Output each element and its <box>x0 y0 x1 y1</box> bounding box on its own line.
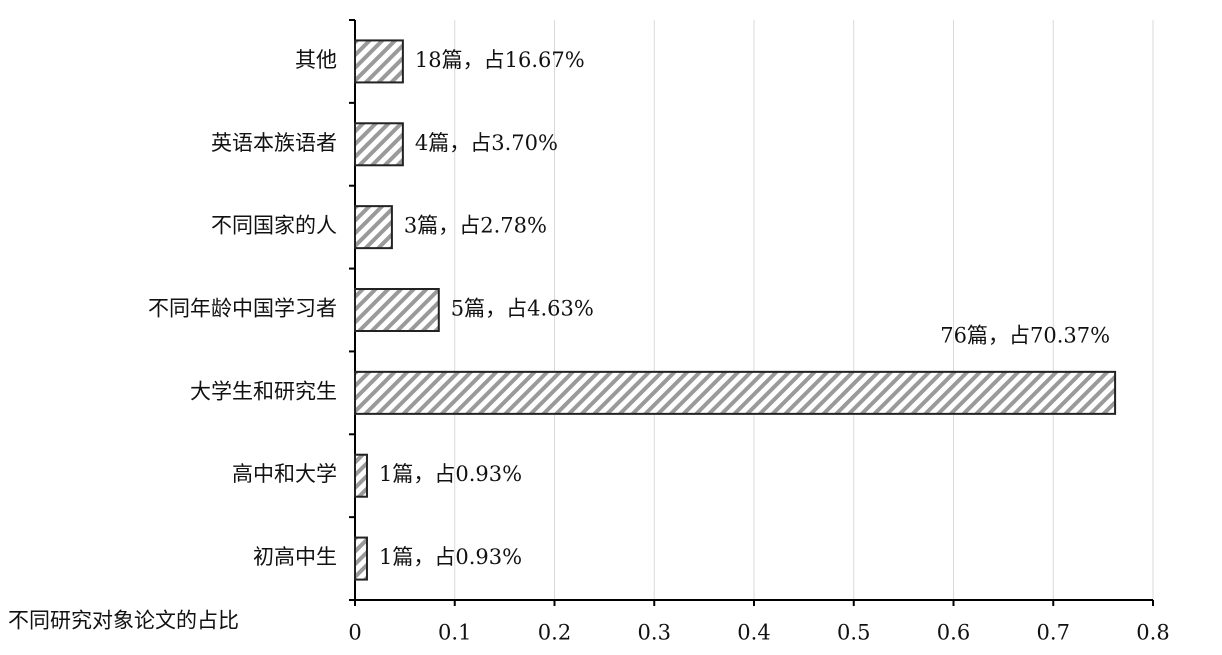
data-label: 4篇，占3.70% <box>415 131 558 155</box>
data-label: 3篇，占2.78% <box>404 214 547 238</box>
data-label: 18篇，占16.67% <box>415 48 585 72</box>
y-tick-label: 不同国家的人 <box>211 214 337 238</box>
x-tick-label: 0.1 <box>438 621 471 645</box>
x-tick-label: 0.3 <box>638 621 671 645</box>
y-tick-label: 不同年龄中国学习者 <box>148 297 337 321</box>
x-tick-label: 0.5 <box>837 621 870 645</box>
bar <box>354 453 368 498</box>
bar <box>354 370 1117 415</box>
chart-title: 不同研究对象论文的占比 <box>8 609 239 633</box>
y-tick-label: 英语本族语者 <box>211 131 337 155</box>
x-tick-label: 0.2 <box>538 621 571 645</box>
bar <box>354 39 404 84</box>
data-label: 1篇，占0.93% <box>379 545 522 569</box>
x-tick-label: 0.7 <box>1037 621 1070 645</box>
bar <box>354 205 393 250</box>
bar <box>354 288 440 332</box>
x-tick-label: 0.4 <box>737 621 770 645</box>
y-tick-label: 高中和大学 <box>232 462 337 486</box>
bar <box>354 122 404 167</box>
x-tick-label: 0 <box>348 621 361 645</box>
y-tick-label: 大学生和研究生 <box>190 379 337 403</box>
bar <box>354 536 368 581</box>
data-label: 76篇，占70.37% <box>940 323 1110 347</box>
y-tick-label: 初高中生 <box>253 545 337 569</box>
data-label: 5篇，占4.63% <box>451 297 594 321</box>
data-label: 1篇，占0.93% <box>379 462 522 486</box>
x-tick-label: 0.8 <box>1136 621 1169 645</box>
y-tick-label: 其他 <box>295 48 337 72</box>
x-tick-label: 0.6 <box>937 621 970 645</box>
